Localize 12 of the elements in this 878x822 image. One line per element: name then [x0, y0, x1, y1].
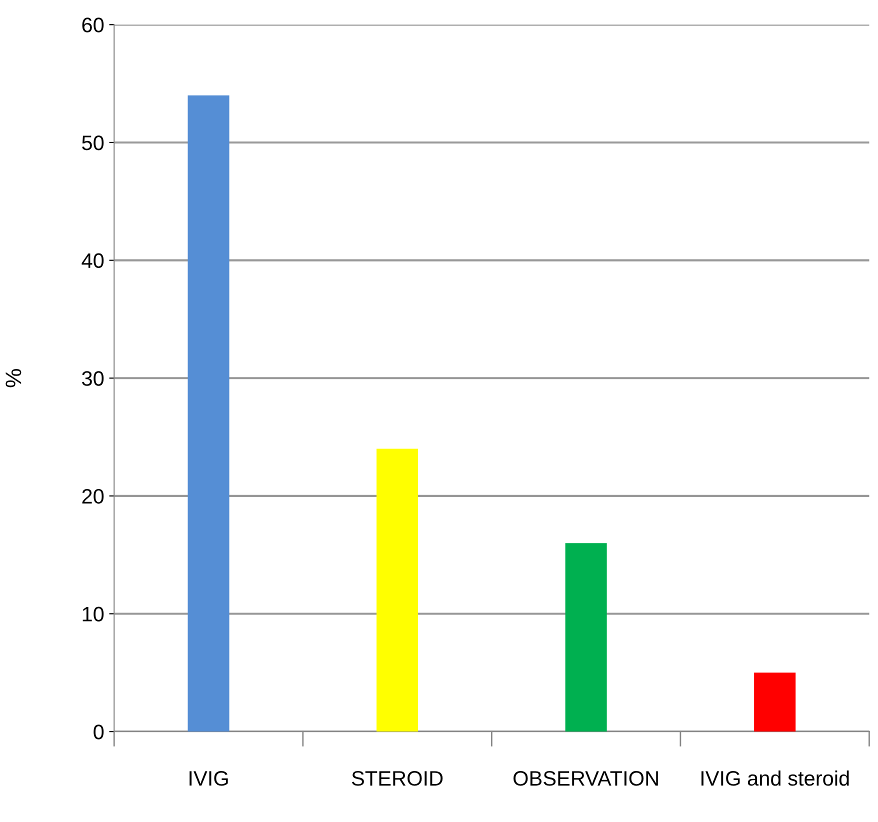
y-tick-label: 30	[82, 371, 104, 386]
x-tick-label: STEROID	[352, 771, 443, 786]
y-tick-label: 40	[82, 253, 104, 268]
y-tick-label: 10	[82, 606, 104, 622]
x-tick-label: IVIG and steroid	[701, 770, 849, 786]
y-tick-label: 0	[94, 724, 104, 740]
y-tick-label: 60	[82, 18, 104, 32]
x-tick-label: OBSERVATION	[514, 771, 658, 786]
x-tick-label: IVIG	[190, 771, 228, 786]
y-axis-title: %	[6, 369, 22, 388]
y-tick-label: 50	[82, 135, 104, 150]
y-tick-label: 20	[82, 488, 104, 504]
